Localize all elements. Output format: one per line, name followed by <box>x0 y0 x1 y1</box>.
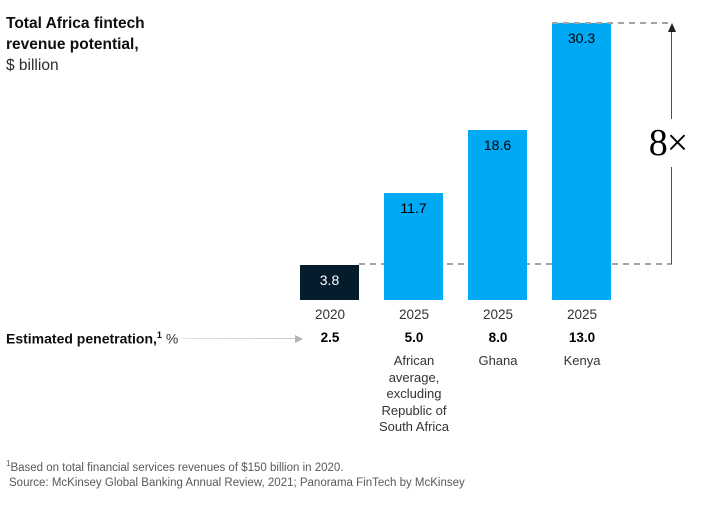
bar-value-label: 11.7 <box>400 200 427 216</box>
penetration-value: 5.0 <box>404 330 424 345</box>
penetration-value: 13.0 <box>568 330 596 345</box>
growth-multiplier-label: 8× <box>640 119 696 167</box>
chart-unit-label: $ billion <box>6 57 59 74</box>
dashed-guide-line-2025-level <box>552 22 673 24</box>
footnote-marker: 1 <box>6 459 11 468</box>
penetration-footnote-marker: 1 <box>156 330 162 340</box>
bar-value-label: 18.6 <box>483 137 512 153</box>
penetration-row-label: Estimated penetration,1 % <box>6 330 178 347</box>
region-label-kenya: Kenya <box>563 353 601 368</box>
footnote-text: Based on total financial services revenu… <box>10 461 344 474</box>
bar-value-label: 3.8 <box>319 272 340 288</box>
penetration-unit: % <box>165 330 179 347</box>
footnote-line1: 1Based on total financial services reven… <box>6 456 465 476</box>
year-label: 2025 <box>482 307 514 322</box>
year-label: 2025 <box>398 307 430 322</box>
plot-area: 3.8 11.7 18.6 30.3 <box>300 22 676 300</box>
chart-title-line2: revenue potential, <box>6 36 139 53</box>
year-label: 2025 <box>566 307 598 322</box>
bar-2020-total: 3.8 <box>300 265 359 300</box>
year-label: 2020 <box>314 307 346 322</box>
chart-title-block: Total Africa fintech revenue potential, … <box>6 13 226 76</box>
bar-2025-ghana: 18.6 <box>468 130 527 300</box>
footnote-block: 1Based on total financial services reven… <box>6 456 465 492</box>
pointer-arrow-line <box>181 338 297 340</box>
penetration-row-label-text: Estimated penetration, <box>6 330 157 347</box>
chart-title-line1: Total Africa fintech <box>6 15 145 32</box>
source-line: Source: McKinsey Global Banking Annual R… <box>9 477 465 490</box>
penetration-value: 2.5 <box>320 330 340 345</box>
pointer-arrow-head-icon <box>295 335 303 343</box>
bar-2025-african-average: 11.7 <box>384 193 443 300</box>
bar-value-label: 30.3 <box>567 30 596 46</box>
region-label-african-average: African average, excluding Republic of S… <box>378 353 450 434</box>
region-label-ghana: Ghana <box>478 353 518 368</box>
bar-2025-kenya: 30.3 <box>552 23 611 300</box>
growth-arrow-up-icon <box>668 23 676 32</box>
penetration-value: 8.0 <box>488 330 508 345</box>
